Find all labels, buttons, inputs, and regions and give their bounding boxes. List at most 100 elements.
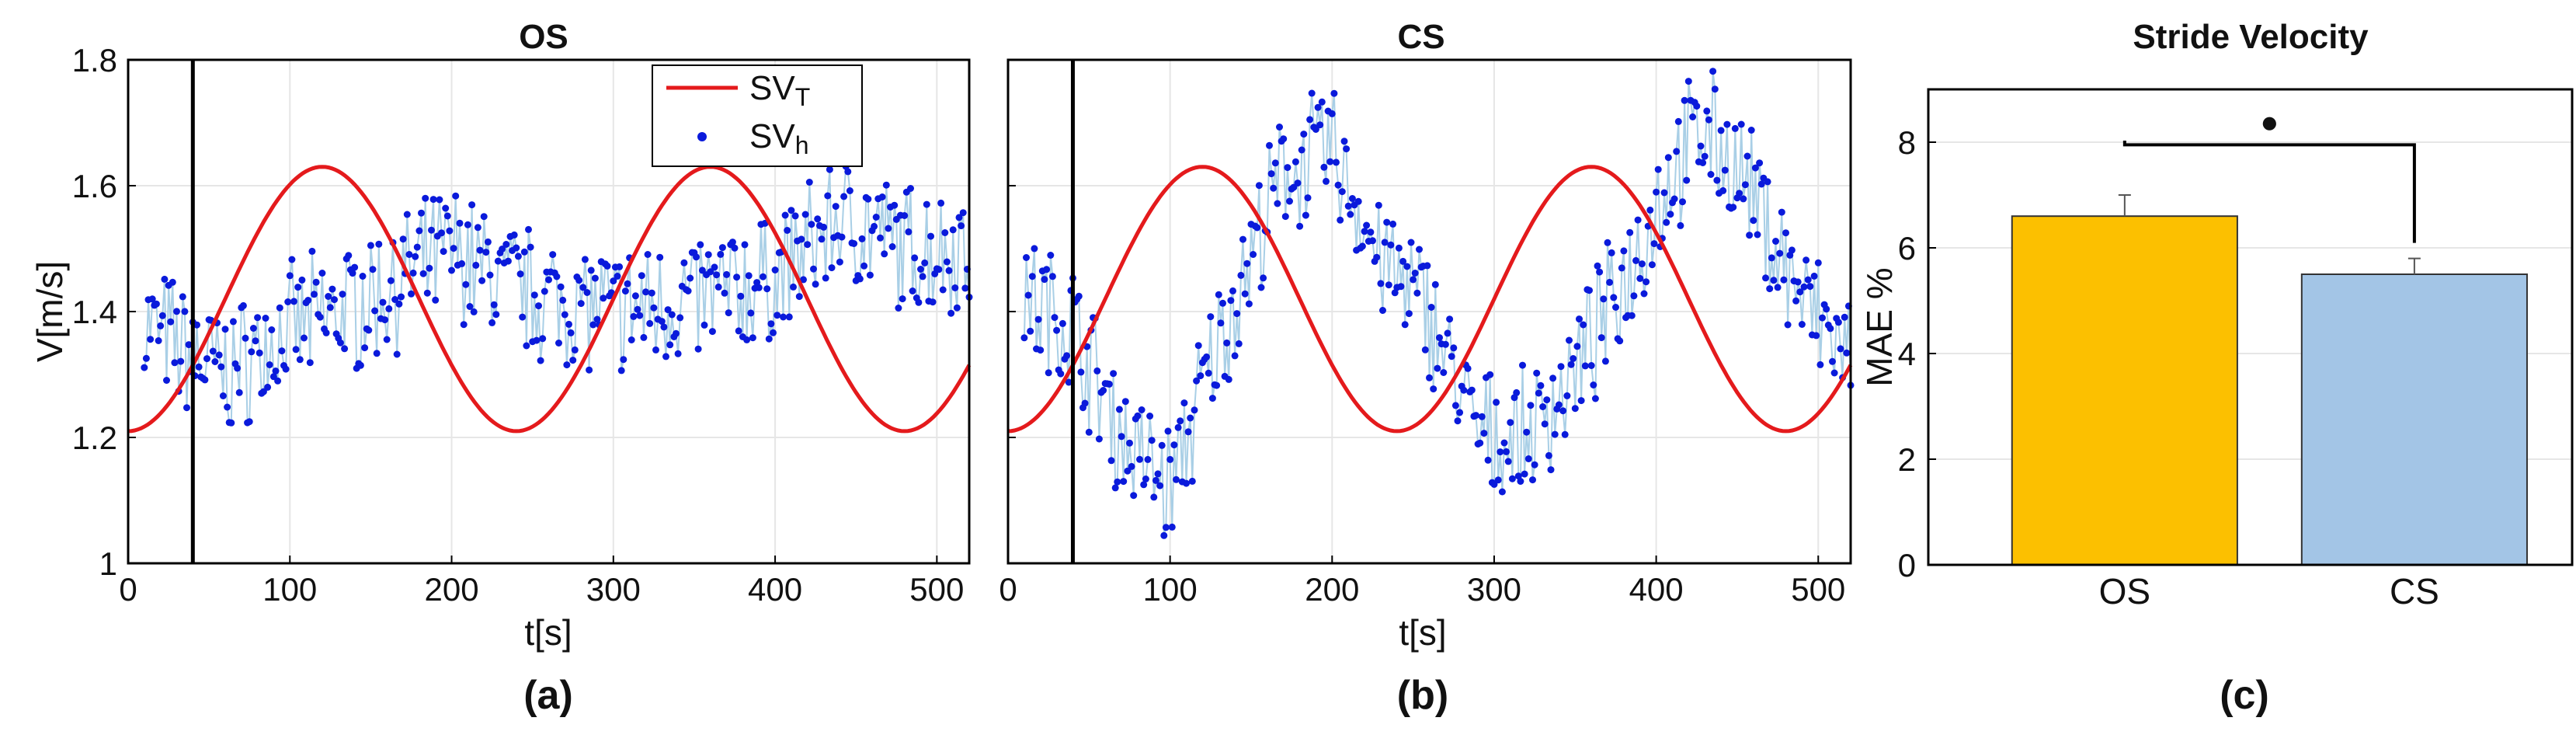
measured-point — [1144, 455, 1152, 463]
measured-point — [674, 350, 682, 357]
measured-point — [1514, 472, 1522, 480]
measured-point — [1085, 428, 1093, 436]
measured-point — [1736, 190, 1743, 197]
measured-point — [301, 334, 308, 342]
measured-point — [1138, 406, 1145, 413]
measured-point — [488, 319, 496, 326]
measured-point — [939, 286, 947, 294]
measured-point — [858, 235, 866, 242]
measured-point — [1541, 420, 1549, 428]
measured-point — [1257, 284, 1265, 291]
measured-point — [927, 232, 934, 240]
measured-point — [1193, 377, 1201, 385]
y-ticks-a: 1 1.2 1.4 1.6 1.8 — [72, 42, 136, 582]
measured-point — [209, 347, 217, 355]
measured-point — [1632, 256, 1639, 264]
measured-point — [1260, 274, 1267, 282]
measured-point — [1667, 211, 1674, 218]
measured-point — [177, 357, 185, 365]
measured-point — [921, 259, 929, 266]
measured-point — [1377, 280, 1385, 287]
measured-point — [708, 328, 716, 336]
measured-point — [1770, 277, 1778, 284]
measured-point — [1124, 467, 1132, 475]
measured-point — [1754, 231, 1761, 239]
measured-point — [478, 277, 486, 284]
measured-point — [557, 283, 565, 291]
measured-point — [249, 325, 257, 332]
measured-point — [1207, 313, 1215, 321]
measured-point — [235, 388, 243, 396]
measured-point — [1318, 98, 1326, 106]
measured-point — [428, 226, 435, 234]
measured-point — [1274, 200, 1281, 207]
measured-point — [781, 211, 789, 219]
measured-point — [687, 274, 694, 282]
measured-point — [1348, 195, 1356, 202]
measured-point — [603, 262, 611, 270]
measured-point — [1115, 406, 1123, 413]
measured-point — [958, 222, 965, 230]
measured-point — [1302, 211, 1309, 219]
measured-point — [339, 291, 346, 298]
measured-point — [1300, 131, 1308, 138]
measured-point — [1587, 362, 1595, 369]
measured-point — [607, 289, 615, 297]
measured-point — [429, 196, 437, 204]
measured-point — [1197, 372, 1205, 380]
measured-point — [440, 248, 447, 256]
measured-point — [464, 221, 471, 228]
measured-point — [492, 311, 500, 319]
measured-point — [1576, 315, 1583, 323]
measured-point — [901, 212, 909, 219]
caption-a: (a) — [523, 673, 573, 718]
measured-point — [953, 304, 961, 312]
measured-point — [773, 312, 781, 319]
measured-point — [322, 329, 330, 336]
x-tick-label: 400 — [1629, 571, 1684, 608]
measured-point — [1168, 523, 1176, 531]
measured-point — [371, 307, 379, 315]
measured-point — [697, 241, 704, 249]
measured-point — [1281, 213, 1289, 221]
measured-point — [393, 350, 401, 358]
measured-point — [660, 323, 668, 331]
measured-point — [248, 348, 256, 356]
measured-point — [1387, 241, 1395, 249]
measured-point — [1693, 103, 1701, 110]
measured-point — [1170, 441, 1178, 449]
measured-point — [1383, 218, 1391, 226]
measured-point — [828, 264, 836, 272]
measured-point — [745, 272, 753, 280]
measured-point — [1225, 375, 1232, 383]
measured-point — [723, 270, 731, 278]
measured-point — [814, 215, 822, 223]
measured-point — [943, 258, 951, 266]
measured-point — [395, 300, 403, 308]
measured-point — [1684, 78, 1692, 85]
measured-point — [1486, 371, 1494, 378]
measured-point — [514, 253, 522, 260]
significance-dot: ● — [2260, 105, 2279, 139]
measured-point — [935, 266, 943, 273]
measured-point — [1504, 458, 1512, 465]
x-tick-label: 400 — [748, 571, 802, 608]
measured-point — [306, 359, 314, 367]
measured-point — [375, 240, 383, 248]
measured-point — [840, 193, 848, 200]
measured-point — [1363, 221, 1371, 229]
measured-point — [763, 285, 771, 293]
measured-point — [217, 363, 225, 371]
measured-point — [345, 252, 353, 260]
measured-point — [1177, 417, 1184, 425]
measured-point — [1545, 451, 1552, 459]
measured-point — [387, 277, 395, 284]
measured-point — [519, 313, 527, 321]
measured-point — [808, 221, 815, 228]
measured-point — [1705, 116, 1712, 124]
measured-point — [1434, 364, 1441, 372]
measured-point — [527, 243, 534, 251]
measured-point — [398, 293, 405, 301]
measured-point — [1154, 470, 1162, 478]
measured-point — [1148, 437, 1156, 444]
